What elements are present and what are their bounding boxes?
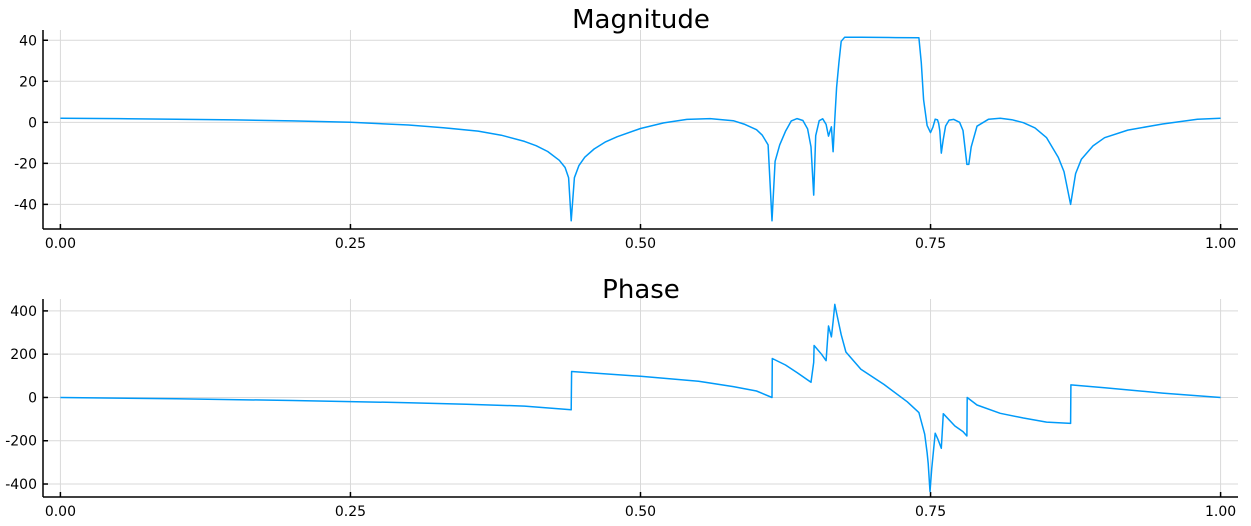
magnitude-y-tick-label: -20 (14, 156, 37, 172)
phase-y-tick-label: -200 (5, 434, 37, 450)
magnitude-y-tick-label: 40 (19, 33, 37, 49)
phase-x-tick-label: 1.00 (1205, 504, 1236, 520)
magnitude-x-tick-label: 0.75 (915, 236, 946, 252)
phase-x-tick-label: 0.25 (335, 504, 366, 520)
phase-x-tick-label: 0.75 (915, 504, 946, 520)
magnitude-y-tick-label: -40 (14, 197, 37, 213)
magnitude-y-tick-label: 20 (19, 74, 37, 90)
magnitude-x-tick-label: 0.25 (335, 236, 366, 252)
magnitude-x-tick-label: 0.50 (625, 236, 656, 252)
phase-x-tick-label: 0.50 (625, 504, 656, 520)
phase-series-line (60, 303, 1221, 493)
magnitude-x-tick-label: 0.00 (45, 236, 76, 252)
phase-y-tick-label: -400 (5, 477, 37, 493)
magnitude-x-tick-label: 1.00 (1205, 236, 1236, 252)
phase-x-tick-label: 0.00 (45, 504, 76, 520)
phase-y-tick-label: 400 (10, 304, 37, 320)
phase-y-tick-label: 200 (10, 347, 37, 363)
phase-y-tick-label: 0 (28, 390, 37, 406)
magnitude-series-line (60, 36, 1221, 222)
magnitude-y-tick-label: 0 (28, 115, 37, 131)
